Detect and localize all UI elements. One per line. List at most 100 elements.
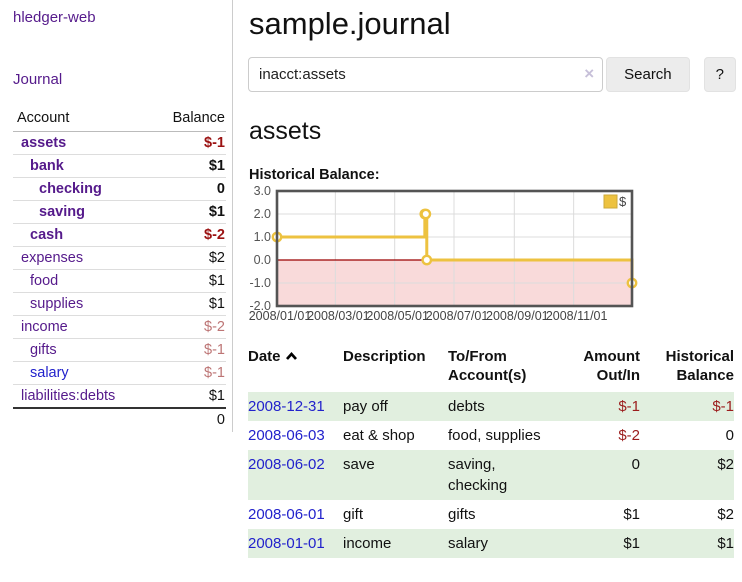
x-tick-label: 2008/05/01 <box>366 309 429 323</box>
account-balance: $-2 <box>119 223 226 247</box>
transaction-balance: $1 <box>717 535 734 552</box>
search-form: × Search ? <box>248 57 736 92</box>
account-row: liabilities:debts $1 <box>13 384 226 408</box>
transaction-balance: $-1 <box>712 398 734 415</box>
account-link[interactable]: expenses <box>21 250 84 266</box>
transaction-accounts: salary <box>448 535 489 552</box>
help-button[interactable]: ? <box>703 57 736 92</box>
clear-search-icon[interactable]: × <box>584 64 595 83</box>
transaction-description: gift <box>343 506 364 523</box>
search-input[interactable] <box>248 57 604 92</box>
account-row: income $-2 <box>13 315 226 339</box>
account-link[interactable]: saving <box>39 204 85 220</box>
accounts-col-account: Account <box>13 106 120 132</box>
account-link[interactable]: assets <box>21 135 67 151</box>
y-tick-label: 3.0 <box>254 184 271 198</box>
search-button[interactable]: Search <box>606 57 690 92</box>
plot-border <box>275 189 634 308</box>
register-row: 2008-06-01 gift gifts $1 $2 <box>248 500 734 529</box>
page-title: sample.journal <box>249 6 451 41</box>
account-balance: $-2 <box>119 315 226 339</box>
sort-ascending-icon <box>285 347 298 366</box>
register-row: 2008-01-01 income salary $1 $1 <box>248 529 734 558</box>
x-tick-label: 2008/09/01 <box>486 309 549 323</box>
sidebar: hledger-web Journal Account Balance asse… <box>0 0 233 432</box>
transaction-balance: $2 <box>717 456 734 473</box>
account-balance: $1 <box>119 384 226 408</box>
transaction-accounts: food, supplies <box>448 427 541 444</box>
account-row: assets $-1 <box>13 132 226 155</box>
accounts-table: Account Balance assets $-1 bank $1 checking 0… <box>13 106 226 431</box>
transaction-date-link[interactable]: 2008-06-02 <box>248 456 325 473</box>
account-link[interactable]: cash <box>30 227 64 243</box>
account-row: food $1 <box>13 269 226 293</box>
x-tick-label: 2008/01/01 <box>249 309 312 323</box>
y-tick-label: 2.0 <box>254 207 271 221</box>
main-content: sample.journal × Search ? assets Histori… <box>248 0 736 558</box>
account-balance: $-1 <box>204 135 225 151</box>
x-tick-label: 2008/11/01 <box>546 309 608 323</box>
account-row: bank $1 <box>13 154 226 178</box>
account-balance: $-1 <box>119 361 226 385</box>
y-tick-label: 1.0 <box>254 230 271 244</box>
account-row: checking 0 <box>13 177 226 201</box>
historical-balance-chart: $3.0 2.0 1.0 0.0 -1.0 -2.0 2008/01/01 2008/03/0… <box>247 184 736 334</box>
transaction-description: income <box>343 535 392 552</box>
data-point-marker <box>420 208 432 220</box>
register-row: 2008-06-02 save saving, checking 0 $2 <box>248 450 734 500</box>
transaction-accounts: saving, checking <box>448 456 508 494</box>
transaction-date-link[interactable]: 2008-06-03 <box>248 427 325 444</box>
transaction-amount: $1 <box>623 535 640 552</box>
account-balance: $1 <box>119 269 226 293</box>
account-link[interactable]: food <box>30 273 59 289</box>
chart-label: Historical Balance: <box>249 167 380 183</box>
account-row: gifts $-1 <box>13 338 226 362</box>
y-tick-label: -1.0 <box>249 276 271 290</box>
accounts-col-balance: Balance <box>119 106 226 132</box>
account-link[interactable]: gifts <box>30 342 57 358</box>
transaction-date-link[interactable]: 2008-06-01 <box>248 506 325 523</box>
transaction-description: eat & shop <box>343 427 415 444</box>
account-balance: $1 <box>119 154 226 178</box>
register-col-accounts: To/From Account(s) <box>448 348 527 384</box>
transaction-amount: $1 <box>623 506 640 523</box>
transaction-accounts: debts <box>448 398 485 415</box>
transaction-balance: 0 <box>725 427 734 444</box>
transaction-amount: $-1 <box>618 398 640 415</box>
transaction-description: save <box>343 456 375 473</box>
legend-swatch <box>603 194 618 209</box>
account-link[interactable]: bank <box>30 158 64 174</box>
register-col-date[interactable]: Date <box>248 347 343 392</box>
transaction-amount: 0 <box>631 456 640 473</box>
account-row: supplies $1 <box>13 292 226 316</box>
account-balance: 0 <box>119 177 226 201</box>
y-tick-label: -2.0 <box>249 299 271 313</box>
register-col-description: Description <box>343 348 426 365</box>
account-row: expenses $2 <box>13 246 226 270</box>
account-heading: assets <box>249 117 322 145</box>
transaction-amount: $-2 <box>618 427 640 444</box>
register-col-amount: Amount Out/In <box>583 348 640 384</box>
account-link[interactable]: checking <box>39 181 102 197</box>
sidebar-item-journal[interactable]: Journal <box>13 71 63 88</box>
account-row: salary $-1 <box>13 361 226 385</box>
account-balance: $1 <box>119 200 226 224</box>
account-link[interactable]: income <box>21 319 68 335</box>
account-balance: $2 <box>119 246 226 270</box>
app-title-link[interactable]: hledger-web <box>13 9 96 26</box>
account-link[interactable]: salary <box>30 365 69 381</box>
legend-label: $ <box>619 194 627 209</box>
account-link[interactable]: supplies <box>30 296 84 312</box>
transaction-date-link[interactable]: 2008-01-01 <box>248 535 325 552</box>
register-col-balance: Historical Balance <box>665 348 734 384</box>
account-link[interactable]: liabilities:debts <box>21 388 116 404</box>
y-tick-label: 0.0 <box>254 253 271 267</box>
transaction-accounts: gifts <box>448 506 476 523</box>
register-row: 2008-12-31 pay off debts $-1 $-1 <box>248 392 734 421</box>
transaction-balance: $2 <box>717 506 734 523</box>
transaction-date-link[interactable]: 2008-12-31 <box>248 398 325 415</box>
register-row: 2008-06-03 eat & shop food, supplies $-2 0 <box>248 421 734 450</box>
account-balance: $1 <box>119 292 226 316</box>
accounts-total-value: 0 <box>119 407 226 431</box>
account-balance: $-1 <box>119 338 226 362</box>
